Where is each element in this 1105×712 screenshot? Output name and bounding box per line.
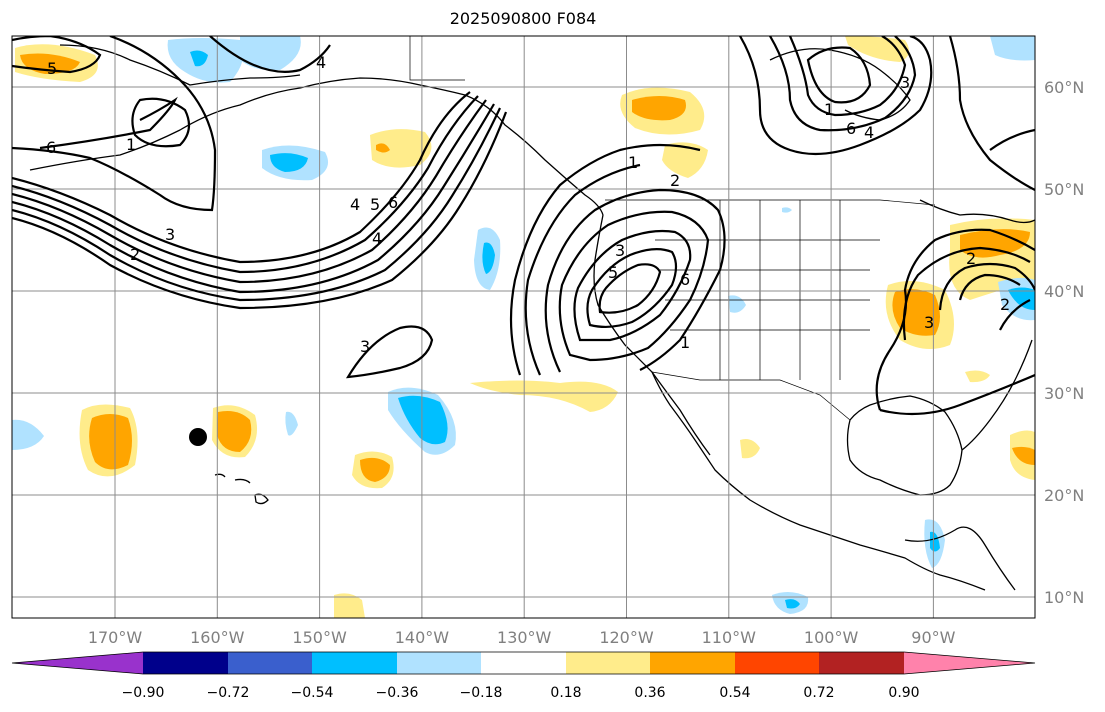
lon-tick-label: 140°W bbox=[395, 628, 450, 647]
colorbar-segment bbox=[650, 652, 735, 674]
colorbar-tick-label: 0.18 bbox=[550, 685, 581, 701]
contour-label: 6 bbox=[680, 270, 690, 289]
contour-label: 6 bbox=[388, 193, 398, 212]
contour-label: 1 bbox=[824, 100, 834, 119]
contour-label: 4 bbox=[864, 123, 874, 142]
lat-axis-labels: 10°N 20°N 30°N 40°N 50°N 60°N bbox=[1044, 78, 1084, 607]
colorbar-segment bbox=[143, 652, 228, 674]
contour-label: 1 bbox=[126, 135, 136, 154]
contour-label: 2 bbox=[966, 249, 976, 268]
lon-tick-label: 150°W bbox=[292, 628, 347, 647]
contour-label: 2 bbox=[1000, 295, 1010, 314]
coastlines bbox=[29, 44, 1035, 591]
map-area: 5 6 1 2 3 4 5 6 4 3 1 1 2 3 5 6 4 1 6 4 … bbox=[12, 36, 1035, 618]
contour-label: 3 bbox=[360, 337, 370, 356]
lat-tick-label: 40°N bbox=[1044, 282, 1084, 301]
contour-label: 2 bbox=[670, 171, 680, 190]
colorbar-outline bbox=[11, 651, 1036, 675]
colorbar-segment bbox=[228, 652, 312, 674]
lat-tick-label: 10°N bbox=[1044, 588, 1084, 607]
colorbar-tick-label: 0.36 bbox=[634, 685, 665, 701]
lon-tick-label: 90°W bbox=[911, 628, 955, 647]
lon-tick-label: 100°W bbox=[804, 628, 859, 647]
lat-tick-label: 30°N bbox=[1044, 384, 1084, 403]
contour-label: 5 bbox=[370, 195, 380, 214]
lon-tick-label: 120°W bbox=[599, 628, 654, 647]
colorbar-tick-label: −0.36 bbox=[376, 685, 419, 701]
political-borders bbox=[409, 36, 936, 421]
contour-label: 4 bbox=[372, 229, 382, 248]
colorbar-segment bbox=[12, 652, 143, 674]
lon-axis-labels: 170°W 160°W 150°W 140°W 130°W 120°W 110°… bbox=[88, 628, 956, 647]
colorbar-tick-label: −0.90 bbox=[122, 685, 165, 701]
contour-label: 4 bbox=[350, 195, 360, 214]
contour-label: 1 bbox=[680, 333, 690, 352]
contour-label: 1 bbox=[628, 153, 638, 172]
lat-tick-label: 60°N bbox=[1044, 78, 1084, 97]
contour-label: 6 bbox=[846, 119, 856, 138]
lat-tick-label: 50°N bbox=[1044, 180, 1084, 199]
colorbar-tick-label: −0.54 bbox=[291, 685, 334, 701]
colorbar-segment bbox=[819, 652, 904, 674]
colorbar-tick-label: 0.90 bbox=[888, 685, 919, 701]
colorbar-tick-label: −0.18 bbox=[460, 685, 503, 701]
lon-tick-label: 130°W bbox=[497, 628, 552, 647]
colorbar bbox=[11, 651, 1036, 675]
colorbar-segment bbox=[481, 652, 566, 674]
contour-label: 4 bbox=[316, 53, 326, 72]
contour-label: 3 bbox=[615, 241, 625, 260]
contour-labels: 5 6 1 2 3 4 5 6 4 3 1 1 2 3 5 6 4 1 6 4 … bbox=[46, 53, 1010, 356]
contour-label: 3 bbox=[924, 313, 934, 332]
colorbar-tick-label: 0.72 bbox=[803, 685, 834, 701]
graticule bbox=[12, 36, 1035, 618]
contour-label: 3 bbox=[900, 73, 910, 92]
height-contours bbox=[12, 36, 1035, 416]
contour-label: 2 bbox=[130, 245, 140, 264]
location-marker bbox=[189, 428, 207, 446]
contour-label: 3 bbox=[165, 225, 175, 244]
colorbar-segment bbox=[312, 652, 397, 674]
anomaly-fill bbox=[12, 36, 1035, 618]
lat-tick-label: 20°N bbox=[1044, 486, 1084, 505]
contour-label: 5 bbox=[47, 59, 57, 78]
contour-label: 6 bbox=[46, 138, 56, 157]
colorbar-tick-label: 0.54 bbox=[719, 685, 750, 701]
colorbar-tick-labels: −0.90 −0.72 −0.54 −0.36 −0.18 0.18 0.36 … bbox=[122, 685, 920, 701]
colorbar-segment bbox=[397, 652, 481, 674]
colorbar-segment bbox=[566, 652, 650, 674]
colorbar-segment bbox=[904, 652, 1035, 674]
lon-tick-label: 170°W bbox=[88, 628, 143, 647]
colorbar-segment bbox=[735, 652, 819, 674]
map-frame bbox=[11, 35, 1036, 619]
map-title: 2025090800 F084 bbox=[449, 9, 597, 28]
contour-label: 5 bbox=[608, 263, 618, 282]
lon-tick-label: 110°W bbox=[702, 628, 757, 647]
colorbar-tick-label: −0.72 bbox=[207, 685, 250, 701]
lon-tick-label: 160°W bbox=[190, 628, 245, 647]
